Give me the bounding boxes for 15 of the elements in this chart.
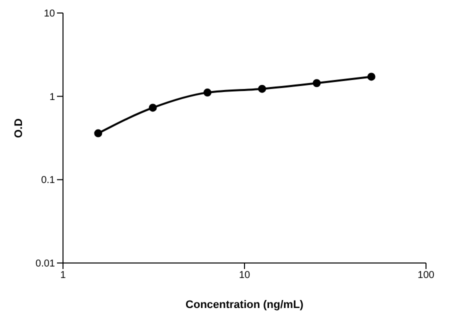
x-tick-label: 1	[60, 270, 66, 282]
y-tick-label: 10	[44, 8, 56, 20]
y-tick-label: 0.01	[36, 258, 56, 270]
point	[94, 129, 102, 138]
point	[367, 72, 376, 81]
point	[203, 88, 212, 97]
y-tick-label: 1	[49, 92, 56, 103]
point	[312, 79, 321, 88]
y-axis-title: O.D	[12, 118, 25, 138]
point	[148, 104, 157, 112]
x-axis-title: Concentration (ng/mL)	[186, 299, 304, 311]
x-tick-label: 100	[418, 270, 435, 282]
point	[258, 84, 266, 93]
y-tick-label: 0.1	[41, 175, 56, 186]
x-tick-label: 10	[238, 270, 250, 282]
